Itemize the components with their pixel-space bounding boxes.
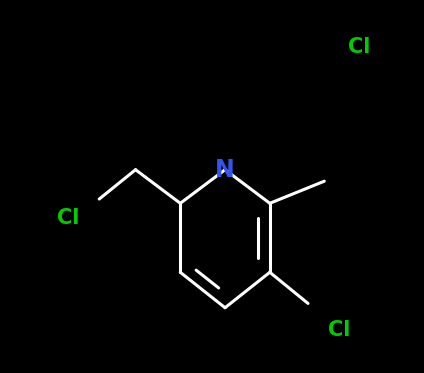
- Text: N: N: [215, 158, 235, 182]
- Text: Cl: Cl: [348, 37, 371, 57]
- Text: Cl: Cl: [57, 208, 80, 228]
- Text: Cl: Cl: [328, 320, 350, 340]
